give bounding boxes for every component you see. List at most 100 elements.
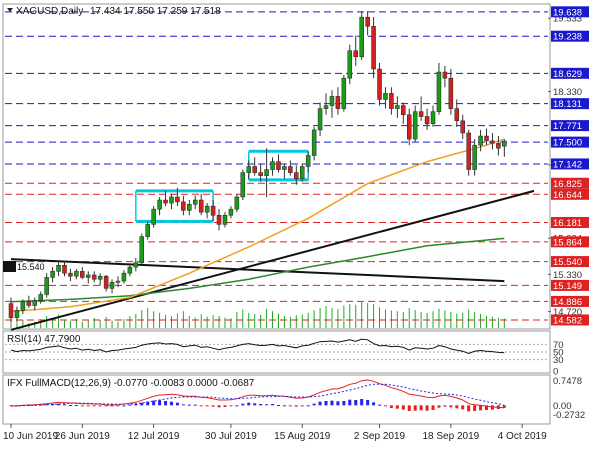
candle-body [371, 26, 376, 70]
volume-bar [414, 310, 416, 328]
macd-histogram-bar [187, 404, 191, 406]
candle-body [466, 132, 471, 170]
candle-body [32, 300, 38, 306]
macd-histogram-bar [98, 405, 102, 407]
volume-bar [22, 320, 24, 328]
level-label-box [551, 217, 589, 229]
macd-histogram-bar [271, 404, 275, 406]
level-label: 16.644 [553, 190, 582, 201]
volume-bar [491, 316, 493, 328]
macd-histogram-bar [45, 404, 49, 406]
macd-histogram-bar [134, 404, 138, 406]
candle-body [412, 111, 418, 140]
candle-body [460, 120, 465, 134]
volume-bar [81, 322, 83, 328]
volume-bar [105, 316, 107, 328]
macd-histogram-bar [312, 403, 316, 406]
macd-histogram-bar [169, 401, 173, 406]
level-label: 19.638 [553, 7, 582, 18]
macd-histogram-bar [383, 405, 387, 407]
volume-bar [206, 316, 208, 328]
volume-bar [361, 302, 363, 328]
macd-histogram-bar [413, 405, 417, 411]
volume-bar [194, 317, 196, 328]
candle-body [365, 16, 370, 27]
macd-histogram-bar [276, 405, 280, 406]
candle-body [276, 161, 281, 170]
macd-label: IFX FullMACD(12,26,9) -0.0770 -0.0083 0.… [7, 378, 255, 389]
candle-body [347, 50, 353, 79]
macd-histogram-bar [306, 405, 310, 407]
collapse-triangle-icon[interactable] [7, 8, 13, 12]
rsi-tick-label: 70 [553, 340, 564, 351]
candle-body [121, 272, 127, 282]
macd-histogram-bar [389, 405, 393, 408]
candle-body [418, 111, 424, 117]
candle-body [502, 140, 507, 147]
volume-bar [93, 318, 95, 328]
candle-body [181, 201, 186, 211]
time-tick-label: 10 Jun 2019 [3, 431, 58, 442]
price-panel-frame [2, 3, 551, 330]
volume-bar [444, 310, 446, 328]
macd-histogram-bar [485, 405, 489, 410]
macd-histogram-bar [265, 404, 269, 406]
trendline [10, 189, 535, 331]
macd-panel: 0.7478 0.00-0.2732 IFX FullMACD(12,26,9) … [2, 374, 585, 425]
candle-body [353, 50, 358, 58]
volume-bar [379, 307, 381, 328]
macd-histogram-bar [122, 405, 126, 407]
volume-bar [176, 313, 178, 328]
macd-histogram-bar [360, 399, 364, 406]
candle-body [109, 282, 115, 289]
macd-histogram-bar [288, 405, 292, 407]
candle-body [448, 77, 454, 109]
price-badge: 15.540 [3, 261, 45, 272]
macd-histogram-bar [229, 405, 233, 407]
volume-bar [117, 321, 119, 328]
candle-body [68, 272, 73, 277]
volume-bar [260, 314, 262, 328]
candle-body [424, 116, 430, 125]
macd-histogram-bar [57, 403, 61, 406]
macd-histogram-bar [175, 402, 179, 406]
moving-averages [10, 138, 505, 313]
volume-bar [349, 304, 351, 328]
candle-body [246, 166, 252, 173]
candle-body [234, 196, 240, 210]
macd-histogram-bar [395, 405, 399, 409]
volume-bar [129, 316, 131, 328]
macd-histogram-bar [372, 402, 376, 406]
macd-histogram-bar [205, 405, 209, 407]
trendline [10, 258, 505, 283]
macd-histogram-bar [479, 405, 483, 411]
time-tick-label: 4 Oct 2019 [498, 431, 547, 442]
level-label: 17.142 [553, 159, 582, 170]
candle-body [490, 140, 495, 144]
macd-histogram-bar [116, 405, 120, 407]
candle-body [454, 108, 460, 122]
candle-body [341, 77, 347, 109]
symbol-label: XAGUSD,Daily [16, 6, 83, 17]
signal-line [11, 383, 505, 407]
volume-bar [277, 313, 279, 328]
price-badge-box [3, 261, 16, 272]
candle-body [198, 199, 204, 213]
candle-body [294, 172, 299, 179]
volume-bar [289, 316, 291, 328]
macd-histogram-bar [419, 405, 423, 411]
candle-body [472, 144, 477, 170]
candle-body [252, 166, 257, 173]
candle-body [406, 114, 412, 140]
candle-body [389, 93, 394, 109]
price-tick-label: 15.330 [553, 270, 582, 281]
level-label: 16.825 [553, 179, 582, 190]
macd-histogram [9, 399, 506, 412]
macd-tick-label: 0.7478 [553, 376, 582, 387]
candle-body [91, 274, 97, 280]
macd-histogram-bar [342, 401, 346, 406]
macd-histogram-bar [235, 405, 239, 407]
candle-body [288, 166, 293, 173]
volume-bar [10, 320, 12, 328]
consolidation-boxes [135, 149, 309, 223]
